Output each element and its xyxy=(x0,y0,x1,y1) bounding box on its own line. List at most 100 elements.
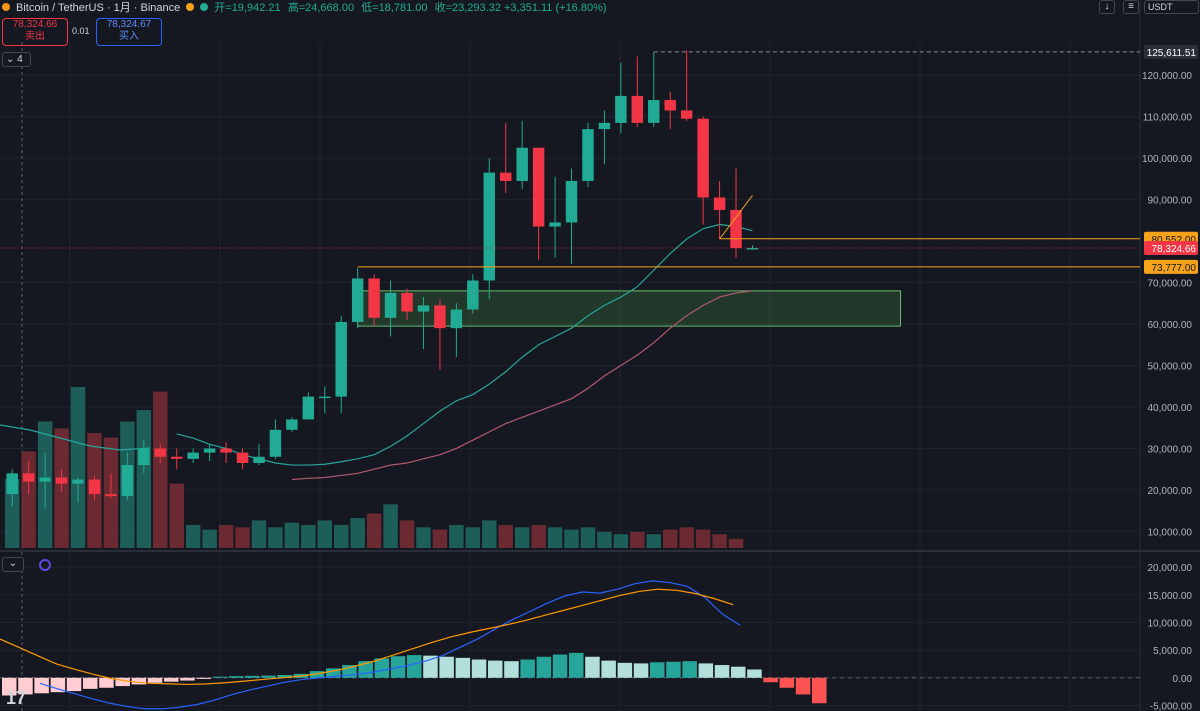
axis-tick-label: 120,000.00 xyxy=(1142,71,1192,82)
symbol-title[interactable]: Bitcoin / TetherUS · 1月 · Binance xyxy=(16,2,181,14)
volume-bar xyxy=(218,525,234,548)
candle-body xyxy=(121,465,134,497)
candle-body xyxy=(565,180,578,223)
macd-histogram-bar xyxy=(147,677,163,683)
volume-bar xyxy=(449,525,464,548)
macd-histogram-bar xyxy=(245,675,260,678)
candle-body xyxy=(516,147,528,181)
candle-body xyxy=(351,278,364,322)
buy-label: 买入 xyxy=(119,31,139,42)
volume-bar xyxy=(482,520,497,548)
indicator-count: 4 xyxy=(17,54,23,65)
volume-bar xyxy=(202,529,217,548)
axis-tick-label: 10,000.00 xyxy=(1148,618,1193,629)
volume-bar xyxy=(597,531,612,548)
axis-tick-label: 40,000.00 xyxy=(1148,403,1193,414)
volume-bar xyxy=(432,529,448,548)
volume-bar xyxy=(531,525,546,548)
volume-bar xyxy=(679,527,694,548)
macd-histogram-bar xyxy=(633,663,649,678)
sell-label: 卖出 xyxy=(25,31,45,42)
macd-histogram-bar xyxy=(731,666,746,678)
axis-tick-label: -5,000.00 xyxy=(1150,701,1193,711)
macd-histogram-bar xyxy=(212,676,228,678)
menu-icon[interactable]: ≡ xyxy=(1123,0,1139,14)
axis-tick-label: 30,000.00 xyxy=(1148,444,1193,455)
volume-bar xyxy=(399,520,415,548)
currency-selector[interactable]: USDT xyxy=(1144,0,1199,14)
axis-tick-label: 110,000.00 xyxy=(1143,113,1193,124)
macd-histogram-bar xyxy=(471,659,487,678)
candle-body xyxy=(746,248,759,250)
volume-bar xyxy=(366,513,382,548)
macd-histogram-bar xyxy=(439,656,454,678)
volume-bar xyxy=(630,531,645,548)
macd-histogram-bar xyxy=(66,677,82,692)
volume-bar xyxy=(498,525,513,548)
volume-bar xyxy=(350,518,365,548)
candle-body xyxy=(22,473,35,482)
currency-label: USDT xyxy=(1148,2,1173,12)
macd-line xyxy=(39,580,741,710)
candle-body xyxy=(220,448,232,453)
axis-tick-label: 100,000.00 xyxy=(1142,154,1192,165)
macd-histogram-bar xyxy=(196,677,211,679)
macd-settings-icon[interactable] xyxy=(39,559,51,571)
candle-body xyxy=(6,473,18,495)
macd-collapse-toggle[interactable]: ⌄ xyxy=(2,557,24,572)
candle-body xyxy=(253,456,265,463)
macd-pane xyxy=(0,580,827,710)
volume-bar xyxy=(613,534,629,548)
price-label-bg xyxy=(1144,44,1198,59)
volume-bar xyxy=(663,529,678,548)
volume-bar xyxy=(235,527,250,548)
candle-body xyxy=(335,321,347,397)
candle-body xyxy=(302,396,315,420)
chevron-down-icon: ⌄ xyxy=(8,558,18,569)
macd-histogram-bar xyxy=(164,677,179,682)
candle-body xyxy=(598,122,611,130)
sell-button[interactable]: 78,324.66 卖出 xyxy=(2,18,68,46)
macd-histogram-bar xyxy=(585,656,600,678)
macd-histogram-bar xyxy=(83,677,98,689)
candle-body xyxy=(631,95,644,123)
candle-body xyxy=(483,172,495,281)
volume-bar xyxy=(5,479,20,548)
candle-body xyxy=(582,129,594,181)
macd-histogram-bar xyxy=(795,677,811,695)
signal-line xyxy=(0,588,734,686)
macd-histogram-bar xyxy=(228,676,244,678)
macd-histogram-bar xyxy=(2,677,17,696)
price-label-bg xyxy=(1144,241,1198,256)
candle-body xyxy=(286,419,298,430)
buy-button[interactable]: 78,324.67 买入 xyxy=(96,18,162,46)
candle-body xyxy=(401,292,413,312)
candle-body xyxy=(615,95,627,123)
close-value: 收=23,293.32 +3,351.11 (+16.80%) xyxy=(434,2,607,14)
candle-body xyxy=(417,305,430,312)
axis-tick-label: 90,000.00 xyxy=(1148,196,1193,207)
macd-histogram-bar xyxy=(714,665,730,678)
download-icon[interactable]: ↓ xyxy=(1099,0,1115,14)
candle-body xyxy=(55,477,68,484)
candle-body xyxy=(549,222,561,227)
macd-histogram-bar xyxy=(34,677,49,694)
volume-bar xyxy=(712,534,727,548)
candle-body xyxy=(450,309,463,329)
candle-body xyxy=(368,278,380,318)
candle-body xyxy=(88,479,101,495)
candle-body xyxy=(713,197,726,210)
indicator-toggle[interactable]: ⌄ 4 xyxy=(2,52,31,67)
axis-tick-label: 15,000.00 xyxy=(1148,591,1193,602)
price-label: 78,324.66 xyxy=(1152,244,1197,255)
low-value: 低=18,781.00 xyxy=(361,2,428,14)
market-status-icon xyxy=(186,3,195,11)
volume-bar xyxy=(136,410,152,548)
volume-bar xyxy=(185,525,201,548)
macd-histogram-bar xyxy=(407,655,422,678)
volume-bar xyxy=(301,525,316,548)
candle-body xyxy=(171,456,183,459)
volume-bar xyxy=(580,527,596,548)
volume-bar xyxy=(70,387,86,548)
